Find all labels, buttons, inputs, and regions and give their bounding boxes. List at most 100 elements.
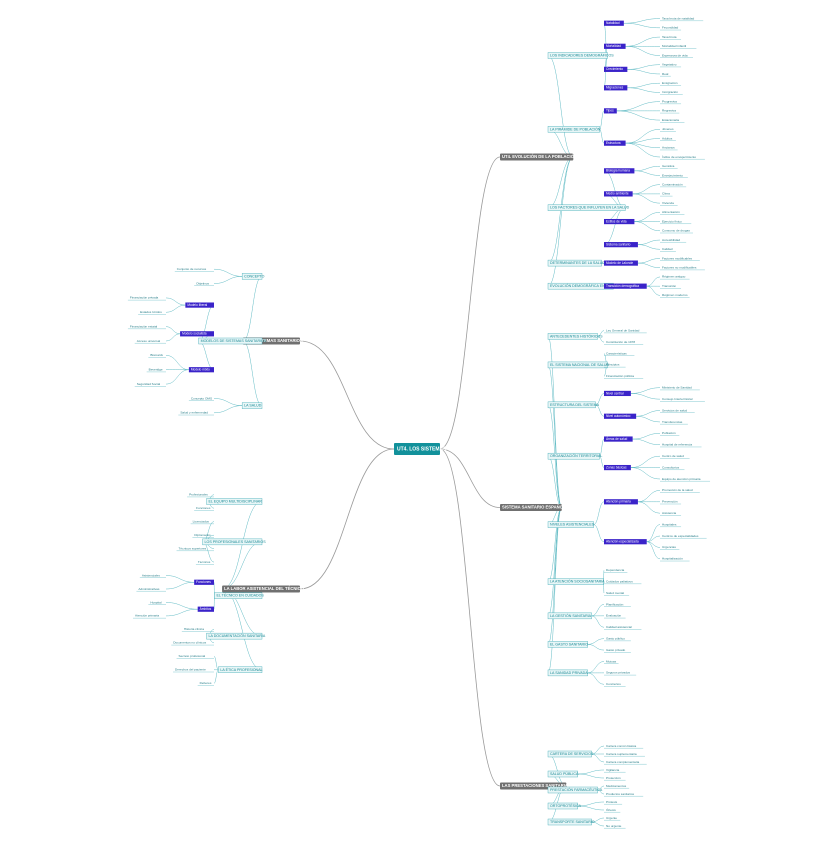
subtopic-node	[604, 260, 638, 266]
connector	[591, 821, 605, 827]
node-label: Calidad asistencial	[606, 625, 632, 629]
node-label: Estados Unidos	[140, 310, 162, 314]
node-label: Deberes	[200, 681, 212, 685]
connector	[646, 524, 661, 542]
connector	[165, 297, 186, 306]
node-label: Calidad	[662, 247, 673, 251]
branch-label: SISTEMA SANITARIO ESPAÑOL	[502, 505, 566, 510]
node-label: Vegetativo	[662, 63, 677, 67]
node-label: Estructura	[606, 141, 621, 145]
connector	[616, 110, 661, 121]
connector	[646, 541, 661, 548]
node-label: Fecundidad	[662, 26, 678, 30]
node-label: Centros de especialidades	[662, 534, 699, 538]
connector	[630, 455, 661, 468]
node-label: Hospital	[150, 600, 161, 604]
topic-node	[241, 402, 263, 409]
topic-node	[547, 641, 588, 648]
branch-node	[500, 153, 574, 161]
connector	[627, 69, 661, 75]
node-label: Asistenciales	[142, 573, 161, 577]
node-label: Asistencia	[662, 511, 676, 515]
topic-node	[547, 401, 596, 409]
node-label: Órtesis	[606, 807, 616, 812]
node-label: Atención primaria	[606, 500, 631, 504]
topic-node	[547, 669, 588, 677]
node-label: ANTECEDENTES HISTÓRICOS	[550, 333, 603, 338]
connector	[165, 582, 195, 590]
subtopic-node	[604, 43, 626, 49]
connector	[637, 501, 661, 514]
node-label: Adultos	[662, 136, 673, 140]
connector	[222, 541, 263, 590]
connector	[165, 575, 195, 583]
node-label: Beveridge	[149, 368, 163, 372]
connector	[634, 221, 661, 232]
node-label: Biología humana	[606, 169, 630, 173]
subtopic-node	[604, 242, 638, 248]
node-label: Población	[662, 431, 676, 435]
connector	[599, 110, 605, 130]
node-label: Atención primaria	[135, 614, 159, 618]
connector	[593, 524, 605, 542]
connector	[637, 258, 661, 264]
branch-label: UT4. EVOLUCIÓN DE LA POBLACIÓN	[502, 154, 577, 159]
topic-node	[206, 632, 263, 640]
connector	[625, 142, 661, 158]
connector	[547, 507, 562, 645]
connector	[597, 336, 605, 343]
node-label: Conjunto de recursos	[177, 267, 207, 271]
node-label: Ejercicio físico	[662, 219, 682, 223]
node-label: Atención especializada	[606, 540, 639, 544]
connector	[165, 326, 181, 335]
topic-node	[547, 770, 578, 778]
node-label: Hospitalización	[662, 557, 683, 561]
connector	[591, 604, 605, 617]
node-label: Conciertos	[606, 682, 621, 686]
node-label: Alimentación	[662, 210, 680, 214]
node-label: Estacionaria	[662, 118, 679, 122]
node-label: LA SALUD	[244, 404, 262, 408]
node-label: Tasa bruta de natalidad	[662, 16, 694, 20]
subtopic-node	[604, 140, 626, 146]
node-label: EVOLUCIÓN DEMOGRÁFICA EN ESPAÑA	[550, 283, 621, 288]
node-label: Modelo de Lalonde	[606, 261, 633, 265]
connector	[222, 588, 263, 671]
connector	[213, 656, 219, 671]
topic-node	[241, 273, 263, 280]
connector	[634, 166, 661, 172]
connector	[587, 638, 605, 645]
node-label: Régimen antiguo	[662, 275, 686, 279]
node-label: LA ÉTICA PROFESIONAL	[220, 667, 262, 672]
node-label: Derechos del paciente	[175, 668, 206, 672]
connector	[625, 138, 661, 144]
node-label: Nivel central	[606, 391, 624, 395]
topic-node	[547, 333, 598, 340]
subtopic-node	[194, 579, 214, 585]
node-label: EL TÉCNICO EN CUIDADOS	[216, 593, 264, 598]
node-label: Urgente	[606, 816, 617, 820]
node-label: MODELOS DE SISTEMAS SANITARIOS	[201, 339, 267, 343]
node-label: NIVELES ASISTENCIALES	[550, 523, 595, 527]
node-label: Sistema sanitario	[606, 242, 631, 246]
node-label: Mortalidad infantil	[662, 44, 687, 48]
node-label: LOS PROFESIONALES SANITARIOS	[205, 540, 267, 544]
connector	[577, 801, 605, 807]
node-label: Ámbitos	[200, 607, 212, 611]
node-label: Real	[662, 72, 669, 76]
node-label: Profesionales	[189, 493, 208, 497]
connector	[213, 669, 219, 684]
node-label: Accesibilidad	[662, 238, 680, 242]
connector	[632, 193, 661, 204]
connector	[198, 340, 215, 370]
node-label: Diplomados	[194, 533, 211, 537]
subtopic-node	[180, 331, 214, 337]
connector	[213, 405, 243, 414]
node-label: Acceso universal	[137, 339, 161, 343]
node-label: Consejo Interterritorial	[662, 397, 693, 401]
connector	[637, 490, 661, 503]
node-label: Consultorios	[662, 465, 680, 469]
node-label: Transición	[662, 284, 676, 288]
subtopic-node	[604, 464, 631, 471]
